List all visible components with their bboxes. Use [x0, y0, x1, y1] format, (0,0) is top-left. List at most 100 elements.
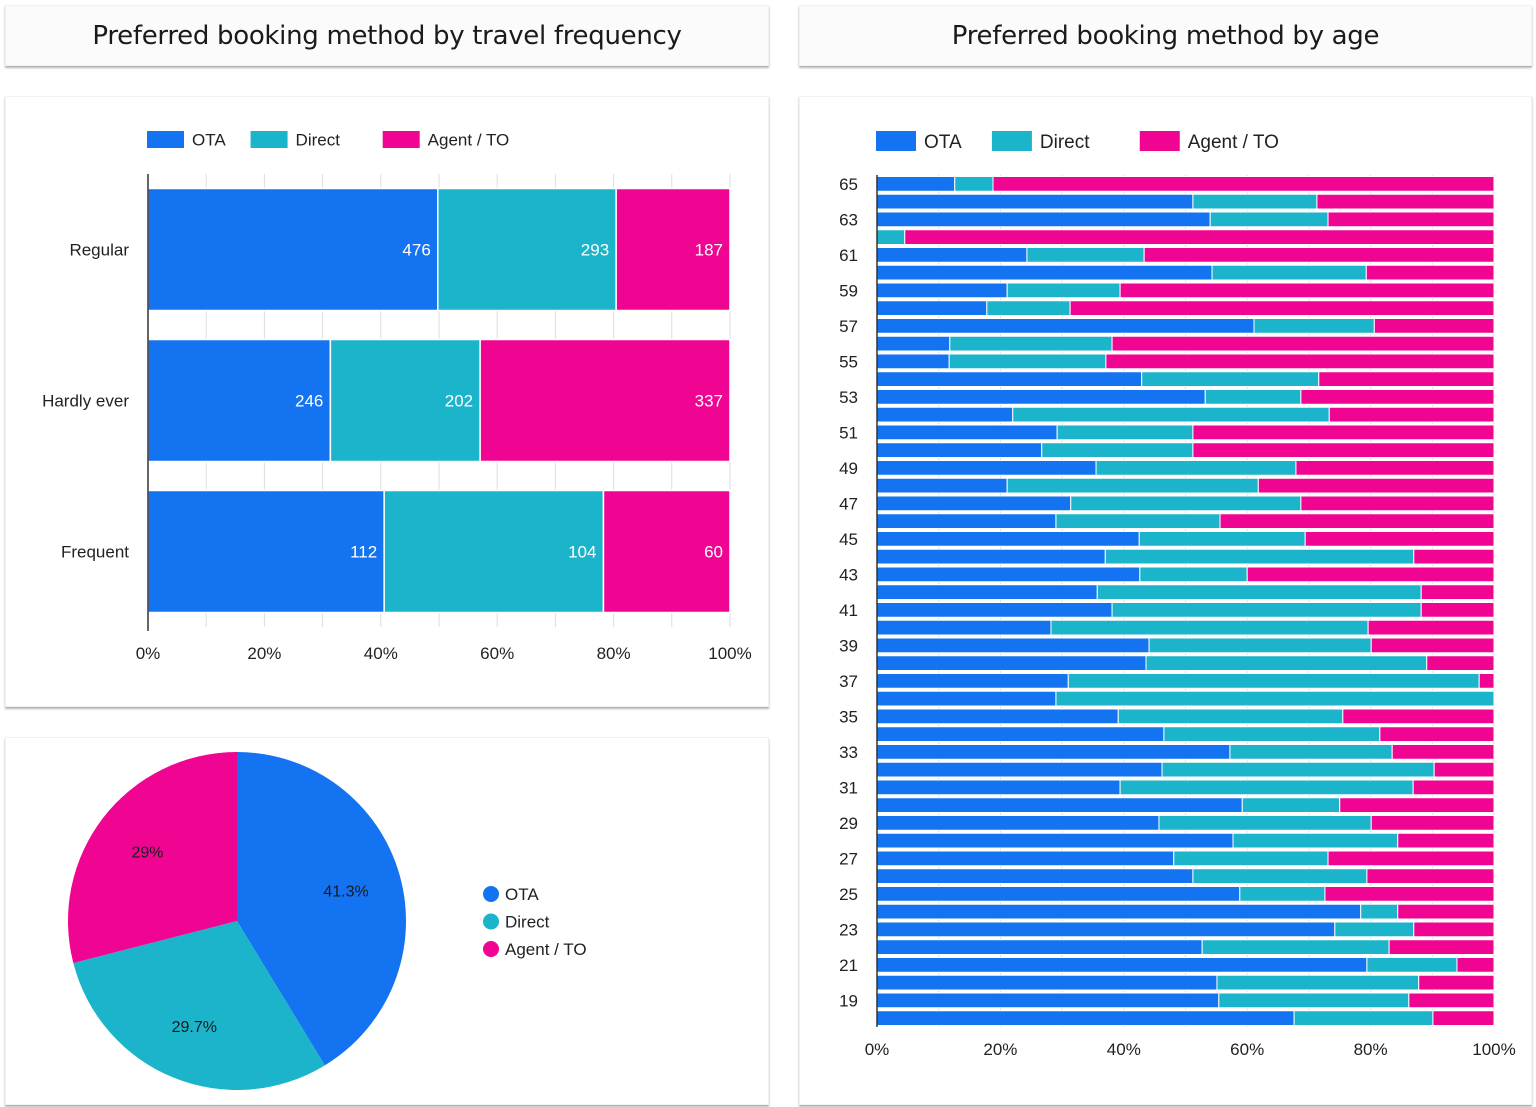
- data-label: 60: [704, 543, 723, 562]
- bar-segment-direct: [1050, 619, 1369, 636]
- bar-segment-direct: [1334, 921, 1415, 938]
- data-label: 104: [568, 543, 596, 562]
- age-label: 35: [839, 707, 858, 726]
- bar-segment-agent-to: [1257, 477, 1495, 494]
- pie-legend-label: Agent / TO: [505, 940, 587, 959]
- bar-segment-direct: [1055, 513, 1221, 529]
- bar-segment-ota: [876, 957, 1368, 973]
- age-label: 33: [839, 743, 858, 762]
- right-title-panel: Preferred booking method by age: [799, 5, 1532, 66]
- data-label: 337: [695, 392, 723, 411]
- bar-segment-agent-to: [1300, 389, 1495, 405]
- bar-segment-direct: [1141, 371, 1320, 387]
- bar-segment-ota: [147, 489, 385, 614]
- bar-segment-ota: [876, 318, 1255, 334]
- bar-segment-agent-to: [1413, 548, 1495, 565]
- bar-segment-direct: [1145, 655, 1428, 671]
- bar-segment-ota: [876, 850, 1175, 867]
- bar-segment-agent-to: [1318, 371, 1495, 387]
- bar-segment-agent-to: [1069, 300, 1495, 316]
- bar-segment-ota: [876, 264, 1213, 281]
- bar-segment-direct: [1360, 903, 1399, 920]
- bar-segment-agent-to: [1295, 460, 1495, 476]
- bar-segment-agent-to: [992, 176, 1495, 192]
- bar-segment-agent-to: [1418, 974, 1495, 991]
- x-tick-label: 40%: [364, 644, 398, 663]
- age-label: 51: [839, 423, 858, 442]
- bar-segment-ota: [876, 761, 1163, 778]
- pie-slice-ota: [237, 752, 407, 1066]
- bar-segment-direct: [1173, 850, 1329, 867]
- legend-label: Direct: [1040, 132, 1090, 153]
- bar-segment-direct: [1055, 690, 1495, 707]
- legend-label: OTA: [924, 132, 962, 153]
- bar-segment-direct: [1119, 779, 1414, 796]
- bar-segment-direct: [1161, 761, 1435, 778]
- age-label: 65: [839, 175, 858, 194]
- age-label: 19: [839, 991, 858, 1010]
- bar-segment-direct: [1211, 264, 1367, 281]
- bar-segment-direct: [1158, 815, 1372, 831]
- bar-segment-ota: [876, 673, 1069, 689]
- bar-segment-agent-to: [1328, 406, 1495, 423]
- bar-segment-direct: [876, 229, 906, 245]
- bar-segment-agent-to: [1433, 761, 1495, 778]
- bar-segment-agent-to: [1327, 850, 1495, 867]
- age-label: 49: [839, 459, 858, 478]
- bar-segment-agent-to: [1365, 264, 1495, 281]
- bar-segment-direct: [986, 300, 1071, 316]
- x-tick-label: 80%: [597, 644, 631, 663]
- age-label: 39: [839, 636, 858, 655]
- bar-segment-direct: [1209, 211, 1329, 228]
- frequency-stacked-bar-chart: OTA Direct Agent / TO 476 293 187 Regular 246 20…: [42, 131, 752, 663]
- legend-label: Agent / TO: [428, 131, 510, 150]
- pie-chart-panel: 41.3% 29.7% 29% OTA Direct Agent / TO: [5, 737, 769, 1105]
- bar-segment-agent-to: [1342, 708, 1495, 725]
- bar-segment-direct: [1216, 974, 1420, 991]
- bar-segment-agent-to: [1397, 903, 1495, 920]
- pie-slice-agent-to: [68, 752, 237, 964]
- pie-legend-label: Direct: [505, 913, 550, 932]
- age-label: 37: [839, 672, 858, 691]
- bar-segment-ota: [876, 335, 951, 352]
- bar-segment-ota: [876, 371, 1143, 387]
- age-label: 45: [839, 530, 858, 549]
- x-tick-label: 100%: [708, 644, 751, 663]
- bar-segment-agent-to: [1324, 886, 1495, 902]
- bar-segment-direct: [1095, 460, 1297, 476]
- legend-swatch-direct: [250, 131, 288, 148]
- bar-segment-agent-to: [1304, 531, 1495, 547]
- age-label: 61: [839, 246, 858, 265]
- category-label: Frequent: [61, 543, 129, 562]
- age-label: 21: [839, 956, 858, 975]
- bar-segment-ota: [876, 460, 1097, 476]
- data-label: 112: [350, 543, 377, 562]
- bar-segment-ota: [147, 187, 439, 312]
- bar-segment-direct: [1096, 584, 1422, 600]
- bar-segment-direct: [1253, 318, 1375, 334]
- age-chart-panel: OTA Direct Agent / TO 65 63 61 59 57 55 53 51 49 47 4…: [799, 96, 1532, 1105]
- age-label: 29: [839, 814, 858, 833]
- legend-swatch-agent-to: [382, 131, 420, 148]
- bar-segment-agent-to: [1246, 566, 1495, 583]
- booking-method-pie-chart: 41.3% 29.7% 29% OTA Direct Agent / TO: [68, 752, 587, 1090]
- data-label: 202: [445, 392, 473, 411]
- bar-segment-agent-to: [479, 338, 731, 463]
- age-label: 59: [839, 281, 858, 300]
- bar-segment-ota: [876, 300, 988, 316]
- bar-segment-ota: [876, 832, 1234, 849]
- bar-segment-direct: [1229, 744, 1393, 760]
- bar-segment-ota: [876, 477, 1008, 494]
- data-label: 293: [581, 241, 609, 260]
- left-title-panel: Preferred booking method by travel frequ…: [5, 5, 769, 66]
- legend-swatch-agent-to: [1139, 131, 1180, 151]
- data-label: 187: [695, 241, 723, 260]
- bar-segment-agent-to: [1388, 939, 1495, 955]
- bar-segment-ota: [876, 637, 1150, 654]
- bar-segment-ota: [876, 744, 1231, 760]
- bar-segment-ota: [876, 442, 1043, 458]
- bar-segment-ota: [876, 531, 1140, 547]
- bar-segment-ota: [876, 815, 1160, 831]
- bar-segment-ota: [876, 868, 1194, 884]
- bar-segment-agent-to: [1366, 868, 1495, 884]
